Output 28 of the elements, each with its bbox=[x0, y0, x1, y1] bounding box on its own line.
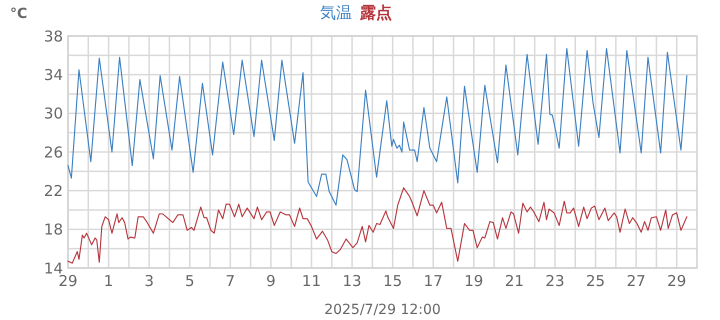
x-tick-label: 27 bbox=[626, 272, 646, 290]
text: 露点 bbox=[359, 3, 392, 22]
x-tick-label: 29 bbox=[667, 272, 686, 290]
y-tick-label: 18 bbox=[44, 220, 63, 239]
x-tick-label: 21 bbox=[504, 272, 524, 290]
x-tick-label: 29 bbox=[58, 272, 78, 290]
x-tick-label: 25 bbox=[586, 272, 606, 290]
text: 2025/7/29 12:00 bbox=[324, 302, 441, 318]
x-tick-label: 9 bbox=[266, 272, 276, 290]
y-tick-label: 34 bbox=[44, 66, 63, 84]
y-tick-label: 26 bbox=[44, 143, 63, 162]
x-tick-label: 15 bbox=[383, 272, 402, 290]
x-tick-label: 13 bbox=[342, 272, 362, 290]
x-tick-label: 11 bbox=[302, 272, 322, 290]
line-series bbox=[67, 187, 688, 264]
x-tick-label: 17 bbox=[424, 272, 443, 290]
line-series bbox=[67, 48, 688, 206]
text: 気温 bbox=[320, 3, 352, 22]
x-tick-label: 5 bbox=[184, 272, 195, 290]
x-tick-label: 23 bbox=[545, 272, 565, 290]
y-axis-title: °C bbox=[10, 6, 28, 22]
x-tick-label: 7 bbox=[226, 272, 236, 290]
x-tick-label: 1 bbox=[104, 272, 114, 290]
y-tick-label: 22 bbox=[44, 182, 63, 200]
y-tick-label: 30 bbox=[44, 104, 63, 123]
y-tick-label: 38 bbox=[44, 27, 63, 46]
x-tick-label: 3 bbox=[144, 272, 154, 290]
x-tick-label: 19 bbox=[464, 272, 484, 290]
